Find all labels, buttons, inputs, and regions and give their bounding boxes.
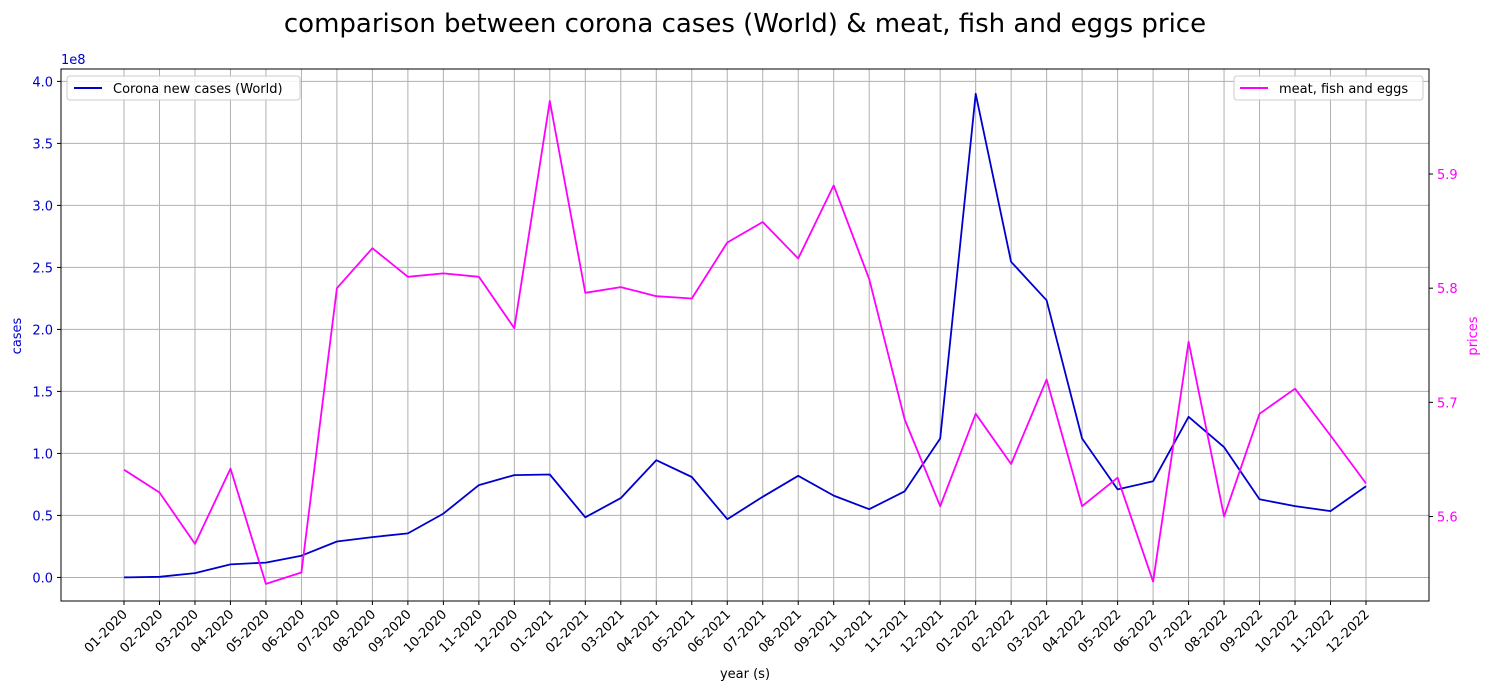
left-tick-label: 0.0: [32, 571, 53, 586]
y-axis-label-right: prices: [1466, 316, 1481, 355]
plot-frame: [60, 68, 1430, 602]
left-tick-label: 2.0: [32, 323, 53, 338]
left-tick-label: 3.5: [32, 137, 53, 152]
right-tick-label: 5.8: [1437, 282, 1458, 297]
series-layer: [123, 92, 1367, 585]
legend-left-box: [66, 75, 301, 101]
legend-right-label: meat, fish and eggs: [1279, 82, 1408, 97]
right-tick-label: 5.6: [1437, 511, 1458, 526]
multiplier-label: 1e8: [61, 53, 86, 68]
legend-right-box: [1233, 75, 1424, 101]
chart-title: comparison between corona cases (World) …: [284, 9, 1206, 39]
left-tick-label: 3.0: [32, 199, 53, 214]
series-line-meat-fish-eggs: [123, 100, 1367, 585]
legend-right: meat, fish and eggs: [1233, 75, 1424, 101]
right-tick-label: 5.9: [1437, 168, 1458, 183]
x-axis-label: year (s): [720, 667, 770, 682]
left-tick-label: 2.5: [32, 261, 53, 276]
grid-layer: [61, 69, 1429, 601]
left-tick-label: 1.0: [32, 447, 53, 462]
left-tick-label: 1.5: [32, 385, 53, 400]
legend-left-label: Corona new cases (World): [113, 82, 283, 97]
series-line-corona-cases: [123, 92, 1367, 579]
left-tick-label: 4.0: [32, 75, 53, 90]
left-tick-label: 0.5: [32, 509, 53, 524]
y-axis-label-left: cases: [10, 317, 25, 354]
right-tick-label: 5.7: [1437, 396, 1458, 411]
ticks-layer: 01-202002-202003-202004-202005-202006-20…: [32, 75, 1457, 656]
legend-left: Corona new cases (World): [66, 75, 301, 101]
